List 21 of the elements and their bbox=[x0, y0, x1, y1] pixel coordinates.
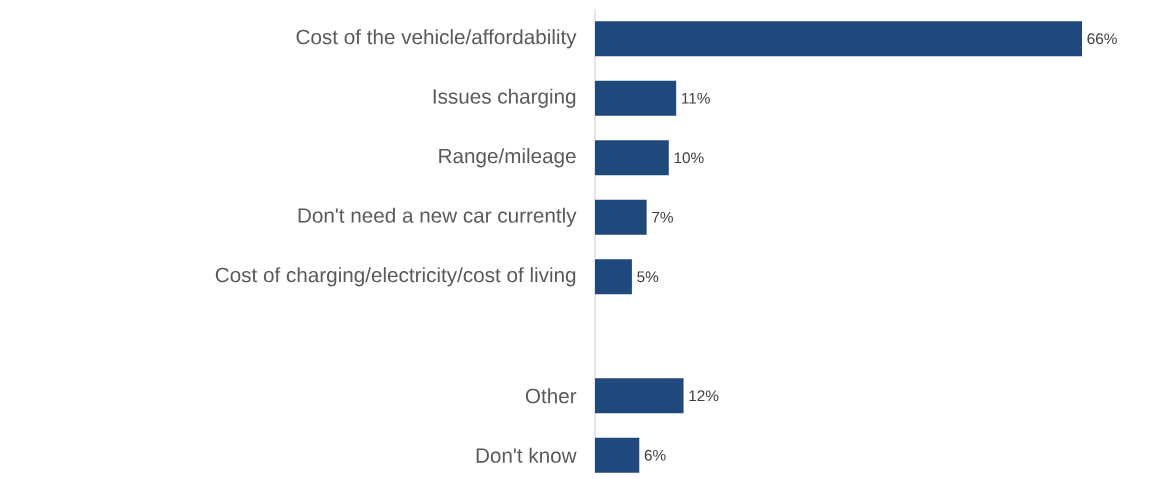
bar bbox=[595, 259, 632, 295]
bar bbox=[595, 80, 677, 116]
data-label: 6% bbox=[644, 449, 666, 461]
data-label: 66% bbox=[1087, 33, 1117, 45]
y-tick-label: Range/mileage bbox=[439, 148, 576, 168]
bar bbox=[595, 140, 669, 176]
bar bbox=[595, 437, 640, 473]
y-tick-label: Cost of charging/electricity/cost of living bbox=[215, 267, 576, 287]
data-label: 5% bbox=[637, 271, 659, 283]
data-label: 11% bbox=[682, 92, 710, 104]
data-label: 12% bbox=[689, 390, 719, 402]
data-label: 7% bbox=[652, 211, 673, 223]
y-tick-label: Don't know bbox=[476, 447, 577, 463]
y-tick-label: Other bbox=[525, 388, 577, 404]
bar bbox=[595, 21, 1083, 57]
bar bbox=[595, 199, 647, 235]
y-tick-label: Issues charging bbox=[433, 88, 576, 108]
y-tick-label: Cost of the vehicle/affordability bbox=[296, 29, 577, 49]
y-tick-label: Don't need a new car currently bbox=[298, 207, 577, 227]
bar bbox=[595, 378, 684, 414]
data-label: 10% bbox=[674, 152, 704, 164]
